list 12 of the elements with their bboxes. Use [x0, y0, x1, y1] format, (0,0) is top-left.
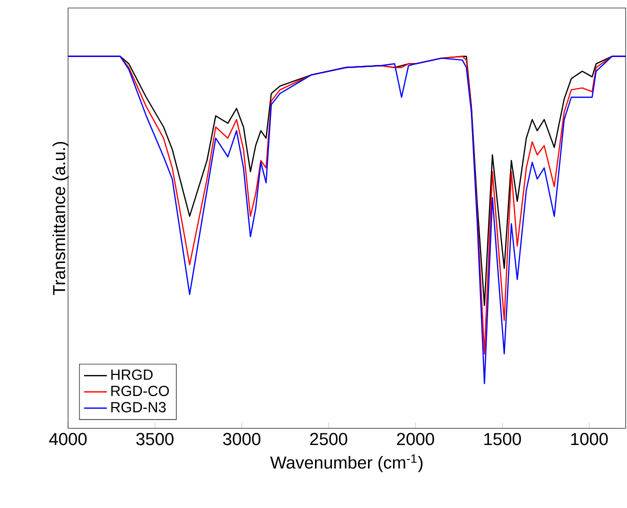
legend-label: RGD-CO: [111, 386, 169, 396]
legend-label: RGD-N3: [111, 402, 166, 412]
x-tick-label: 2000: [397, 432, 434, 446]
x-tick-label: 3000: [223, 432, 260, 446]
x-tick-label: 1000: [571, 432, 608, 446]
x-tick-label: 1500: [484, 432, 521, 446]
x-tick-label: 3500: [136, 432, 174, 446]
x-tick-label: 4000: [49, 432, 87, 446]
x-axis-title: Wavenumber (cm$^{-1}$): [270, 454, 422, 472]
y-axis-title: Transmittance (a.u.): [52, 142, 69, 295]
legend-label: HRGD: [111, 369, 153, 380]
x-tick-label: 2500: [310, 432, 348, 446]
